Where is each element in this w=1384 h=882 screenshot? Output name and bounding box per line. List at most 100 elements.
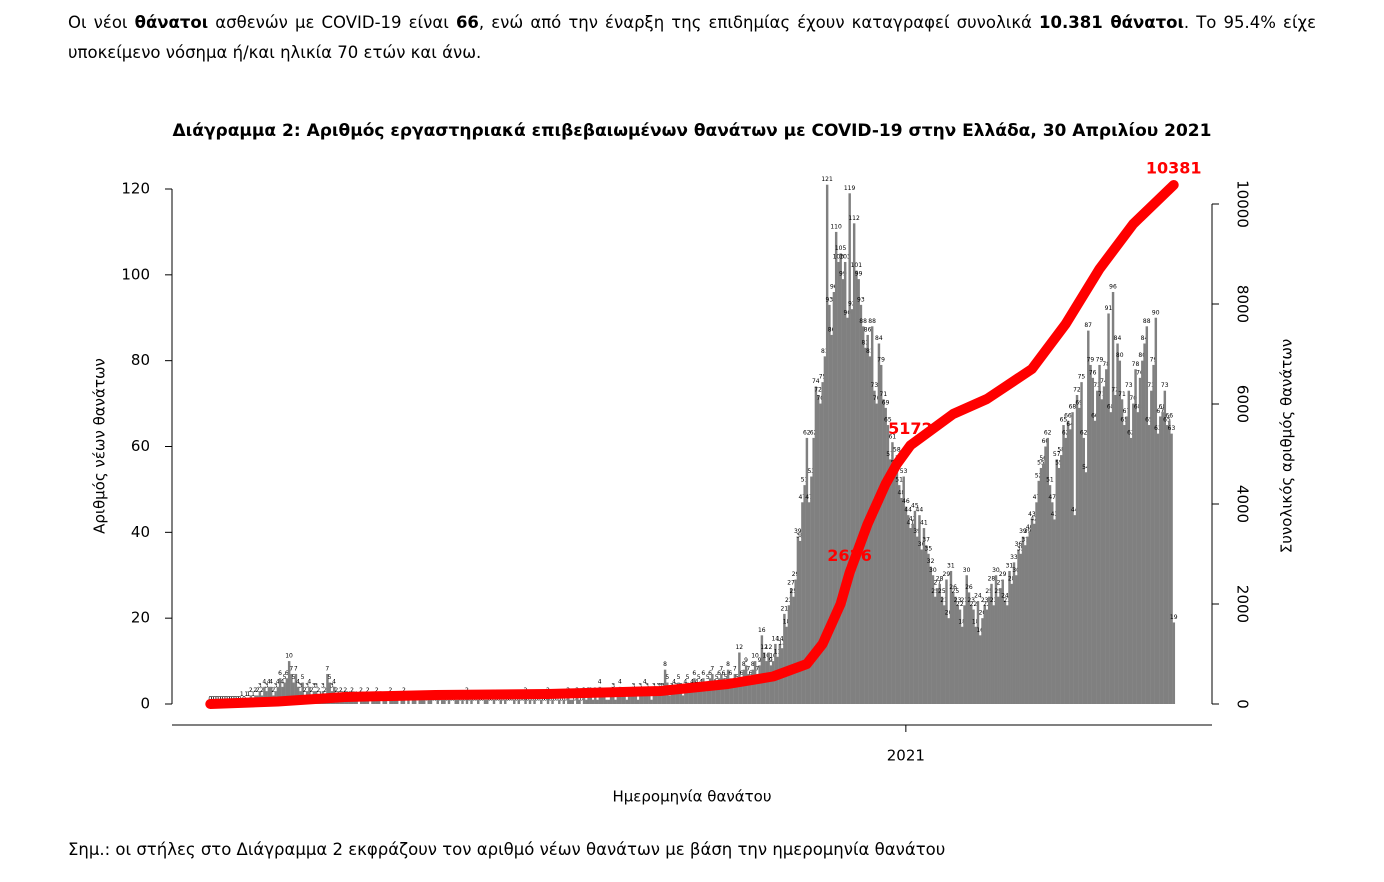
bar-value-label: 53	[807, 468, 815, 475]
bar-value-label: 2	[350, 687, 354, 694]
bar	[861, 326, 865, 704]
bar-value-label: 87	[1084, 322, 1092, 329]
bar-value-label: 96	[830, 284, 838, 291]
bar-value-label: 35	[1017, 545, 1025, 552]
bar	[1012, 562, 1016, 704]
bar-value-label: 6	[717, 670, 721, 677]
bar-value-label: 6	[740, 670, 744, 677]
bar	[420, 699, 424, 704]
bar-value-label: 8	[742, 661, 746, 668]
bar	[285, 678, 289, 704]
bar	[796, 536, 800, 704]
bar	[668, 695, 671, 704]
bar	[832, 292, 836, 704]
bar-value-label: 10	[762, 653, 770, 660]
bar-value-label: 2	[388, 687, 392, 694]
bar-value-label: 66	[1165, 412, 1173, 419]
bar-value-label: 9	[758, 657, 762, 664]
bar-value-label: 0	[560, 696, 564, 703]
bar-value-label: 86	[828, 326, 836, 333]
bar-value-label: 76	[1136, 369, 1144, 376]
bar-value-label: 65	[1163, 417, 1171, 424]
bar-value-label: 4	[695, 678, 699, 685]
bar	[1147, 425, 1151, 704]
bar	[639, 691, 642, 704]
bar	[1091, 377, 1095, 704]
bar-value-label: 1	[247, 691, 251, 698]
bar	[1134, 369, 1137, 704]
bar-value-label: 41	[907, 520, 915, 527]
bar	[645, 691, 649, 704]
bar	[985, 609, 989, 704]
bar	[810, 476, 813, 704]
bar	[679, 691, 683, 704]
bar	[967, 592, 971, 704]
bar	[636, 699, 640, 704]
bar	[594, 695, 597, 704]
bar	[600, 695, 604, 704]
bar-value-label: 6	[728, 670, 732, 677]
bar-value-label: 2	[316, 687, 320, 694]
bar-value-label: 24	[1001, 593, 1009, 600]
bar-value-label: 3	[298, 683, 302, 690]
line-value-label: 10381	[1146, 158, 1202, 177]
bar-value-label: 36	[1015, 541, 1023, 548]
bar	[422, 699, 426, 704]
bar-value-label: 51	[1046, 477, 1054, 484]
bar	[1096, 390, 1099, 704]
bar-value-label: 24	[974, 593, 982, 600]
bar-value-label: 55	[1055, 459, 1063, 466]
bar-value-label: 30	[963, 567, 971, 574]
bar	[1143, 343, 1146, 704]
bar	[904, 506, 908, 704]
bar	[1120, 399, 1124, 704]
bar	[695, 686, 698, 704]
chart-title: Διάγραμμα 2: Αριθμός εργαστηριακά επιβεβ…	[173, 121, 1212, 141]
bar	[857, 279, 860, 704]
bar-value-label: 37	[922, 537, 930, 544]
bar	[1127, 390, 1131, 704]
bar	[1008, 570, 1011, 704]
bar	[1172, 622, 1176, 704]
bar	[879, 364, 883, 704]
bar-value-label: 23	[990, 597, 998, 604]
bar	[578, 699, 581, 704]
bold-text: θάνατοι	[134, 13, 209, 32]
bar	[972, 609, 975, 704]
bar-value-label: 16	[976, 627, 984, 634]
bar-value-label: 60	[1042, 438, 1050, 445]
bar	[546, 695, 550, 704]
bar	[906, 515, 910, 704]
bar-value-label: 18	[783, 618, 791, 625]
bar	[1017, 549, 1020, 704]
bar	[769, 665, 773, 704]
bar-value-label: 23	[785, 597, 793, 604]
bar-value-label: 62	[803, 429, 811, 436]
bar-value-label: 5	[686, 674, 690, 681]
y-tick-label: 80	[131, 351, 150, 369]
bar	[1089, 364, 1092, 704]
bar-value-label: 4	[332, 678, 336, 685]
bar	[828, 304, 831, 704]
bar	[558, 699, 561, 704]
bar-value-label: 4	[598, 678, 602, 685]
bar	[1035, 502, 1038, 704]
bar	[1159, 416, 1162, 704]
bar	[1163, 390, 1167, 704]
bar	[524, 695, 527, 704]
bar	[634, 695, 638, 704]
bar-value-label: 75	[1078, 374, 1086, 381]
bar	[911, 523, 914, 704]
bar	[882, 399, 885, 704]
bar	[742, 669, 746, 704]
bar-value-label: 2	[271, 687, 275, 694]
y-tick-label: 100	[121, 265, 150, 283]
bar	[1078, 407, 1081, 704]
bar	[641, 695, 644, 704]
y-tick-label: 20	[131, 609, 150, 627]
bar-value-label: 68	[1134, 404, 1142, 411]
bar	[699, 686, 703, 704]
bar-value-label: 9	[769, 657, 773, 664]
y-axis-label: Αριθμός νέων θανάτων	[91, 358, 109, 534]
bar-value-label: 39	[1019, 528, 1027, 535]
